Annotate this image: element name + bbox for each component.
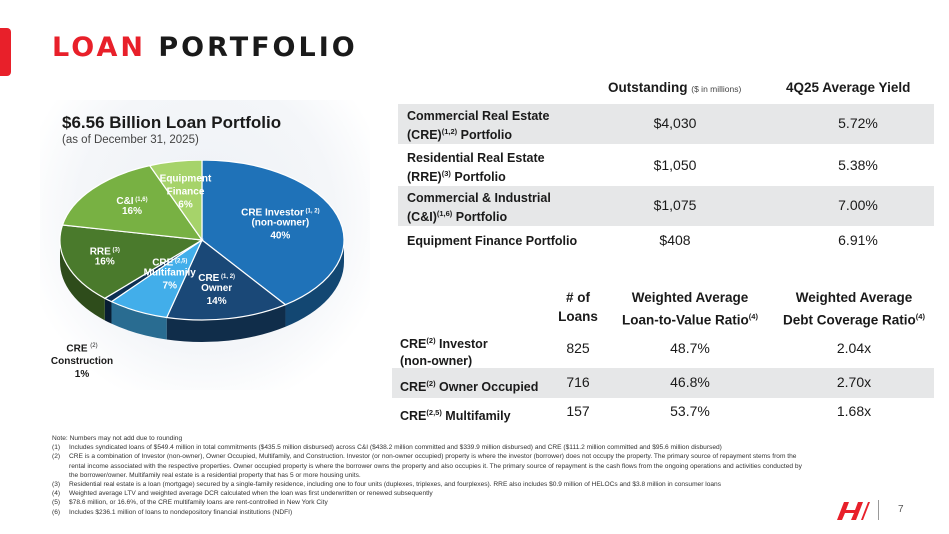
footnote: (2) CRE is a combination of Investor (non…: [52, 453, 802, 479]
row-label: Commercial Real Estate (CRE)(1,2) Portfol…: [407, 109, 550, 143]
outstanding-value: $1,050: [653, 157, 697, 173]
table-row: Commercial & Industrial (C&I)(1,6) Portfo…: [398, 186, 934, 226]
yield-value: 5.72%: [838, 115, 878, 131]
ltv-value: 46.8%: [670, 374, 710, 390]
yield-value: 7.00%: [838, 197, 878, 213]
table-row: CRE(2,5) Multifamily 157 53.7% 1.68x: [392, 398, 934, 426]
table-row: Commercial Real Estate (CRE)(1,2) Portfol…: [398, 104, 934, 144]
page-title: LOAN PORTFOLIO: [52, 32, 358, 63]
pie-slice: [148, 160, 203, 242]
brand-logo-icon: [837, 502, 870, 520]
pie-subtitle: (as of December 31, 2025): [62, 134, 199, 146]
outstanding-value: $408: [659, 232, 691, 248]
pie-slice: [61, 164, 204, 241]
loans-count: 716: [566, 374, 590, 390]
table-row: CRE(2) Investor (non-owner) 825 48.7% 2.04x: [392, 329, 934, 369]
ltv-value: 48.7%: [670, 340, 710, 356]
row-label: CRE(2) Owner Occupied: [400, 379, 539, 395]
footnote: (3) Residential real estate is a loan (mo…: [52, 481, 722, 489]
dcr-header: Weighted Average Debt Coverage Ratio(4): [783, 290, 925, 328]
footnote: (4) Weighted average LTV and weighted ave…: [52, 490, 433, 498]
dcr-value: 1.68x: [836, 403, 872, 419]
loan-pie-chart: CRE Investor (1, 2) (non-owner) 40%CRE (1,…: [59, 160, 345, 342]
footnotes: Note: Numbers may not add due to roundin…: [52, 434, 812, 517]
table-row: Residential Real Estate (RRE)(3) Portfoli…: [398, 146, 934, 186]
footnote: (6) Includes $236.1 million of loans to n…: [52, 508, 293, 516]
footer-divider: [878, 500, 879, 520]
loans-count: 825: [566, 340, 590, 356]
loans-count: 157: [566, 403, 590, 419]
table-row: CRE(2) Owner Occupied 716 46.8% 2.70x: [392, 368, 934, 398]
row-label: CRE(2) Investor (non-owner): [400, 336, 488, 369]
pie-slice-side: [285, 240, 344, 327]
row-label: CRE(2,5) Multifamily: [400, 408, 511, 424]
footnote: (1) Includes syndicated loans of $549.4 m…: [52, 444, 722, 452]
ltv-value: 53.7%: [670, 403, 710, 419]
outstanding-header: Outstanding ($ in millions): [608, 80, 742, 95]
pie-slice-label: CRE (1, 2) Owner 14%: [198, 273, 235, 307]
yield-value: 5.38%: [838, 157, 878, 173]
row-label: Commercial & Industrial (C&I)(1,6) Portfo…: [407, 191, 551, 225]
row-label: Equipment Finance Portfolio: [407, 234, 578, 248]
loans-count-header: # of Loans: [558, 290, 598, 324]
accent-tab: [0, 28, 11, 76]
footnote-intro: Note: Numbers may not add due to roundin…: [52, 435, 183, 442]
pie-title: $6.56 Billion Loan Portfolio: [62, 113, 282, 132]
yield-value: 6.91%: [838, 232, 878, 248]
pie-slice-label: CRE (2,5) Multifamily 7%: [144, 258, 197, 292]
pie-slice-side: [60, 240, 105, 321]
row-label: Residential Real Estate (RRE)(3) Portfoli…: [407, 151, 545, 185]
pie-slice: [59, 224, 204, 300]
ltv-header: Weighted Average Loan-to-Value Ratio(4): [622, 290, 758, 328]
pie-slice-label: RRE (3) 16%: [90, 246, 120, 267]
footnote: (5) $78.6 million, or 16.6%, of the CRE m…: [52, 499, 328, 507]
dcr-value: 2.70x: [836, 374, 872, 390]
construction-label: CRE (2) Construction 1%: [50, 343, 114, 381]
outstanding-value: $1,075: [653, 197, 697, 213]
pie-slice-label: C&I (1,6) 16%: [116, 196, 147, 217]
dcr-value: 2.04x: [836, 340, 872, 356]
pie-slice-label: Equipment Finance 6%: [160, 173, 212, 210]
pie-slice: [201, 160, 345, 306]
pie-slice-side: [104, 298, 112, 324]
pie-slice-side: [111, 301, 167, 340]
table-row: Equipment Finance Portfolio $408 6.91%: [398, 226, 934, 256]
page-number: 7: [898, 504, 904, 515]
pie-slice: [165, 239, 287, 321]
yield-header: 4Q25 Average Yield: [786, 80, 911, 95]
pie-slice-side: [166, 304, 286, 342]
pie-slice-label: CRE Investor (1, 2) (non-owner) 40%: [241, 208, 319, 242]
outstanding-value: $4,030: [653, 115, 697, 131]
